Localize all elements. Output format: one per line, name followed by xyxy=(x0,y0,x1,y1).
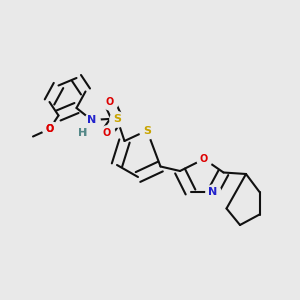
Text: N: N xyxy=(87,115,96,125)
Text: O: O xyxy=(200,154,208,164)
Text: O: O xyxy=(102,128,111,139)
Text: H: H xyxy=(78,128,87,139)
Text: O: O xyxy=(105,97,114,107)
Text: S: S xyxy=(113,113,121,124)
Text: S: S xyxy=(143,125,151,136)
Text: N: N xyxy=(208,187,217,197)
Text: H: H xyxy=(78,128,87,139)
Text: O: O xyxy=(45,124,54,134)
Text: O: O xyxy=(45,124,54,134)
